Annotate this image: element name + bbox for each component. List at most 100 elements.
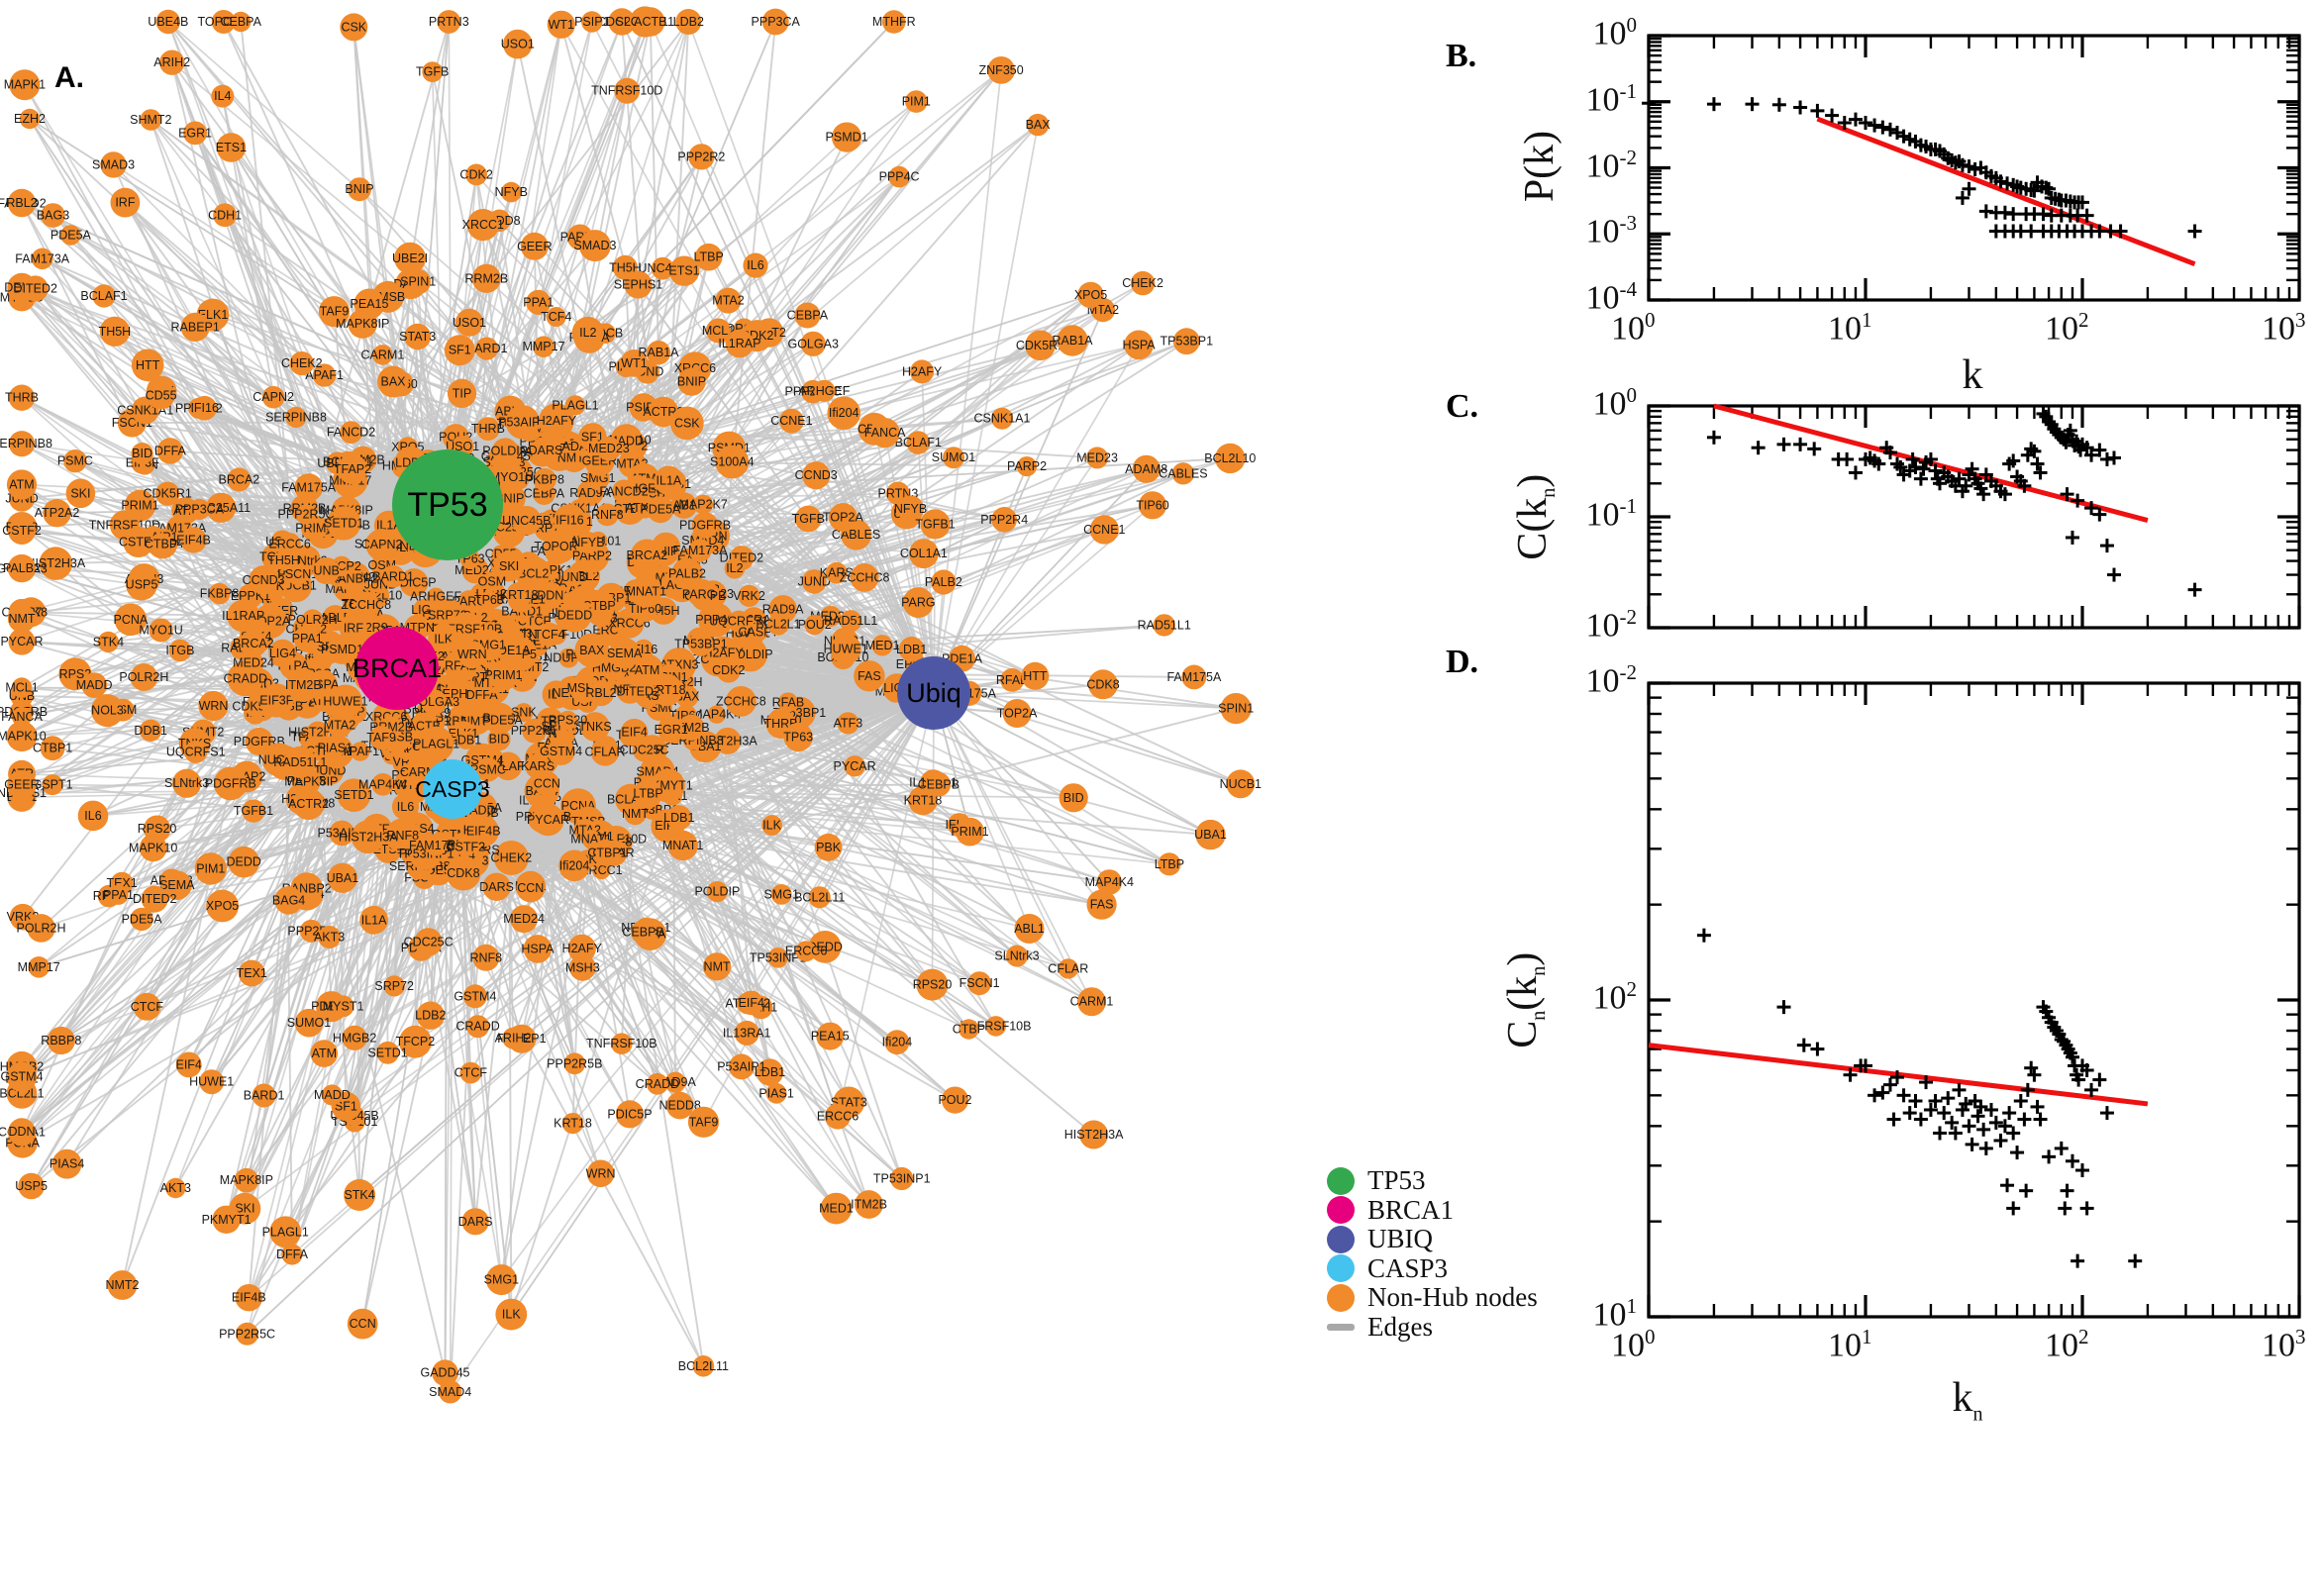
network-node[interactable]: CTCF bbox=[454, 1061, 488, 1084]
network-node[interactable]: PPP2R2 bbox=[677, 144, 725, 170]
network-node[interactable]: CSK bbox=[340, 13, 368, 42]
network-node[interactable]: TCF4 bbox=[541, 307, 571, 327]
network-node[interactable]: BID bbox=[1059, 783, 1088, 813]
network-node[interactable]: TOP2A bbox=[997, 699, 1038, 728]
network-node[interactable]: IL1A bbox=[654, 465, 684, 496]
network-node[interactable]: SKI bbox=[65, 478, 96, 509]
network-node[interactable]: DFFA bbox=[276, 1244, 309, 1265]
network-node[interactable]: FAS bbox=[854, 660, 885, 692]
network-node[interactable]: TP53BP1 bbox=[1161, 328, 1214, 355]
network-node[interactable]: CSTF2 bbox=[447, 837, 486, 857]
network-node[interactable]: FAM175A bbox=[1166, 664, 1222, 690]
network-node[interactable]: IL2 bbox=[571, 316, 604, 349]
network-node[interactable]: PIM1 bbox=[194, 852, 227, 885]
network-node[interactable]: LDB2 bbox=[673, 9, 704, 35]
network-node[interactable]: SF1 bbox=[444, 335, 475, 366]
network-node[interactable]: NUCB1 bbox=[1220, 769, 1262, 799]
network-node[interactable]: STK4 bbox=[344, 1179, 376, 1211]
network-node[interactable]: CRADD bbox=[224, 660, 267, 697]
network-node[interactable]: IFI16 bbox=[554, 504, 586, 537]
network-node[interactable]: ARIH2 bbox=[153, 50, 190, 75]
network-node[interactable]: WRN bbox=[198, 690, 229, 722]
network-node[interactable]: CDK8 bbox=[446, 855, 481, 891]
network-node[interactable]: SHMT2 bbox=[130, 109, 172, 131]
network-node[interactable]: FANCA bbox=[1, 706, 43, 727]
network-node[interactable]: PSIP1 bbox=[574, 11, 610, 33]
network-node[interactable]: BCL2L11 bbox=[794, 886, 845, 909]
network-node[interactable]: RAD51L1 bbox=[1138, 614, 1191, 637]
network-node[interactable]: PIAS4 bbox=[50, 1148, 84, 1179]
network-node[interactable]: EGR1 bbox=[178, 121, 212, 146]
network-node[interactable]: WRN bbox=[586, 1159, 616, 1188]
network-node[interactable]: ABL1 bbox=[1014, 914, 1045, 944]
network-node[interactable]: MAP2K7 bbox=[679, 494, 728, 515]
network-node[interactable]: JUND bbox=[555, 567, 588, 587]
network-node[interactable]: HTT bbox=[131, 349, 164, 382]
network-node[interactable]: TP53INP1 bbox=[873, 1166, 931, 1191]
network-node[interactable]: MTHFR bbox=[872, 10, 916, 34]
network-node[interactable]: WT1 bbox=[547, 10, 575, 39]
network-node[interactable]: H2AFY bbox=[902, 359, 943, 384]
network-node[interactable]: BCL2L10 bbox=[1204, 443, 1256, 474]
network-node[interactable]: AKT3 bbox=[160, 1177, 191, 1199]
network-node[interactable]: CFLAR bbox=[1048, 958, 1088, 979]
network-node[interactable]: EIF4B bbox=[232, 1284, 266, 1312]
network-node[interactable]: PDIC5P bbox=[607, 1100, 653, 1129]
network-node[interactable]: IL1A bbox=[359, 905, 388, 935]
network-node[interactable]: PARP2 bbox=[1007, 456, 1047, 477]
network-node[interactable]: UBA1 bbox=[1194, 819, 1227, 850]
network-node[interactable]: BCL2L11 bbox=[678, 1355, 729, 1377]
network-node[interactable]: CRADD bbox=[455, 1015, 500, 1039]
network-node[interactable]: IL4 bbox=[211, 84, 235, 108]
network-node[interactable]: PPP4C bbox=[879, 165, 920, 188]
network-node[interactable]: MED1 bbox=[819, 1192, 854, 1225]
network-node[interactable]: IRF bbox=[339, 614, 368, 643]
network-node[interactable]: CCN bbox=[516, 873, 546, 903]
network-node[interactable]: GEER bbox=[517, 232, 553, 260]
network-node[interactable]: PSMD1 bbox=[826, 122, 868, 152]
network-node[interactable]: IRF bbox=[110, 187, 141, 218]
network-node[interactable]: DARS bbox=[458, 1208, 493, 1236]
network-node[interactable]: BAX bbox=[377, 365, 409, 398]
network-node[interactable]: XPO5 bbox=[206, 889, 239, 923]
network-node[interactable]: BARD1 bbox=[244, 1083, 285, 1108]
network-node[interactable]: NMT2 bbox=[105, 1270, 140, 1300]
network-node[interactable]: CSK bbox=[669, 406, 704, 441]
network-node[interactable]: TIP bbox=[447, 378, 477, 408]
network-node[interactable]: PPP2R5C bbox=[219, 1322, 275, 1346]
network-node[interactable]: CARM1 bbox=[1070, 987, 1114, 1017]
network-node[interactable]: MAP4K4 bbox=[1085, 869, 1134, 895]
network-node[interactable]: EIF4 bbox=[620, 718, 649, 747]
network-node[interactable]: PPP3CA bbox=[752, 8, 801, 36]
network-node[interactable]: FAS bbox=[1086, 889, 1117, 920]
network-node[interactable]: IL6 bbox=[77, 800, 109, 832]
network-node[interactable]: IL2 bbox=[724, 557, 746, 579]
network-node[interactable]: BAX bbox=[574, 633, 610, 668]
network-node[interactable]: ATM bbox=[6, 469, 38, 500]
network-node[interactable]: Ifi204 bbox=[827, 396, 860, 431]
network-node[interactable]: HTT bbox=[1021, 661, 1050, 690]
network-node[interactable]: UNB bbox=[313, 557, 341, 585]
network-node[interactable]: HIST2H3A bbox=[1064, 1120, 1124, 1149]
network-node[interactable]: MMP17 bbox=[18, 956, 60, 978]
network-node[interactable]: RFAB bbox=[772, 692, 805, 713]
network-node[interactable]: LTBP bbox=[1155, 852, 1184, 876]
network-node[interactable]: ITM2B bbox=[851, 1190, 887, 1219]
network-node[interactable]: THRB bbox=[471, 417, 505, 441]
network-node[interactable]: NFYB bbox=[495, 181, 528, 203]
network-node[interactable]: CCN bbox=[347, 1308, 378, 1340]
hub-node-tp53[interactable]: TP53 bbox=[392, 449, 503, 560]
network-node[interactable]: BID bbox=[131, 443, 153, 465]
network-node[interactable]: CTBP bbox=[953, 1019, 985, 1040]
network-node[interactable]: ILK bbox=[761, 815, 782, 836]
network-node[interactable]: CDK2 bbox=[459, 163, 493, 186]
network-node[interactable]: IL6 bbox=[743, 252, 768, 278]
network-node[interactable]: NMT bbox=[703, 952, 732, 981]
network-node[interactable]: NOL3 bbox=[91, 694, 124, 728]
hub-node-ubiq[interactable]: Ubiq bbox=[897, 656, 970, 730]
network-node[interactable]: PRTN3 bbox=[429, 10, 469, 34]
network-node[interactable]: SETD1 bbox=[367, 1041, 408, 1064]
network-node[interactable]: MAPK1 bbox=[4, 69, 46, 101]
network-node[interactable]: SETD1 bbox=[334, 778, 374, 812]
network-node[interactable]: TAF9 bbox=[687, 1106, 720, 1138]
